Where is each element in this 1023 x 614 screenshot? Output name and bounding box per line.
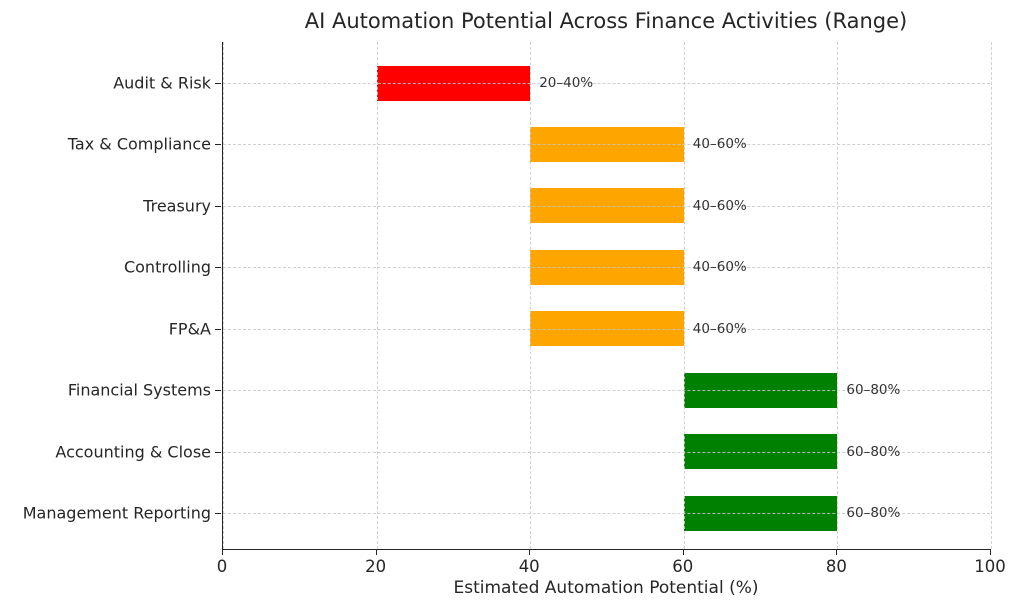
x-tick-label: 60 [672, 557, 694, 576]
y-gridline [223, 205, 990, 207]
bar-value-label: 40–60% [692, 136, 747, 153]
y-tick-mark [215, 144, 221, 146]
bar-value-label: 60–80% [846, 443, 901, 460]
bar-value-label: 40–60% [692, 259, 747, 276]
bar-value-label: 60–80% [846, 505, 901, 521]
y-tick-label: Treasury [143, 196, 211, 216]
y-tick-mark [215, 513, 221, 514]
x-gridline [530, 42, 532, 549]
y-axis-labels: Audit & Risk Tax & Compliance Treasury Cont… [0, 0, 221, 614]
y-gridline [223, 83, 990, 84]
bar-value-label: 40–60% [692, 320, 747, 337]
bar-value-label: 40–60% [692, 197, 747, 214]
y-tick-mark [215, 83, 221, 84]
x-tick-mark [222, 549, 223, 555]
y-tick-label: Audit & Risk [113, 73, 211, 93]
x-gridline [376, 42, 378, 549]
bar-value-label: 20–40% [539, 75, 594, 91]
y-gridline [223, 267, 990, 269]
x-tick-label: 100 [974, 557, 1006, 576]
x-tick-label: 80 [825, 557, 847, 576]
y-tick-label: Financial Systems [67, 380, 211, 400]
y-tick-label: FP&A [168, 319, 211, 339]
x-tick-mark [836, 549, 838, 555]
y-tick-label: Controlling [123, 257, 211, 277]
x-tick-label: 20 [365, 557, 387, 576]
y-tick-mark [215, 390, 221, 392]
x-tick-label: 0 [216, 557, 228, 576]
y-gridline [223, 390, 990, 392]
y-gridline [223, 451, 990, 453]
y-tick-label: Tax & Compliance [67, 134, 211, 154]
y-tick-mark [215, 267, 221, 269]
x-tick-mark [990, 549, 991, 555]
y-tick-mark [215, 205, 221, 207]
bar-value-label: 60–80% [846, 382, 901, 399]
y-tick-mark [215, 451, 221, 453]
x-gridline [991, 42, 992, 549]
x-gridline [223, 42, 224, 549]
y-tick-label: Management Reporting [22, 503, 211, 523]
x-axis-title: Estimated Automation Potential (%) [453, 578, 759, 598]
y-gridline [223, 513, 990, 514]
x-tick-label: 40 [518, 557, 540, 576]
y-gridline [223, 328, 990, 330]
plot-area: 20–40% 40–60% 40–60% 40–60% 40–60% 60–80% 60–8… [222, 42, 992, 550]
x-gridline [683, 42, 685, 549]
x-gridline [837, 42, 839, 549]
y-tick-mark [215, 328, 221, 330]
chart-title: AI Automation Potential Across Finance A… [304, 9, 908, 33]
x-tick-mark [375, 549, 377, 555]
x-tick-mark [529, 549, 531, 555]
x-tick-mark [682, 549, 684, 555]
y-tick-label: Accounting & Close [55, 442, 211, 462]
y-gridline [223, 144, 990, 146]
